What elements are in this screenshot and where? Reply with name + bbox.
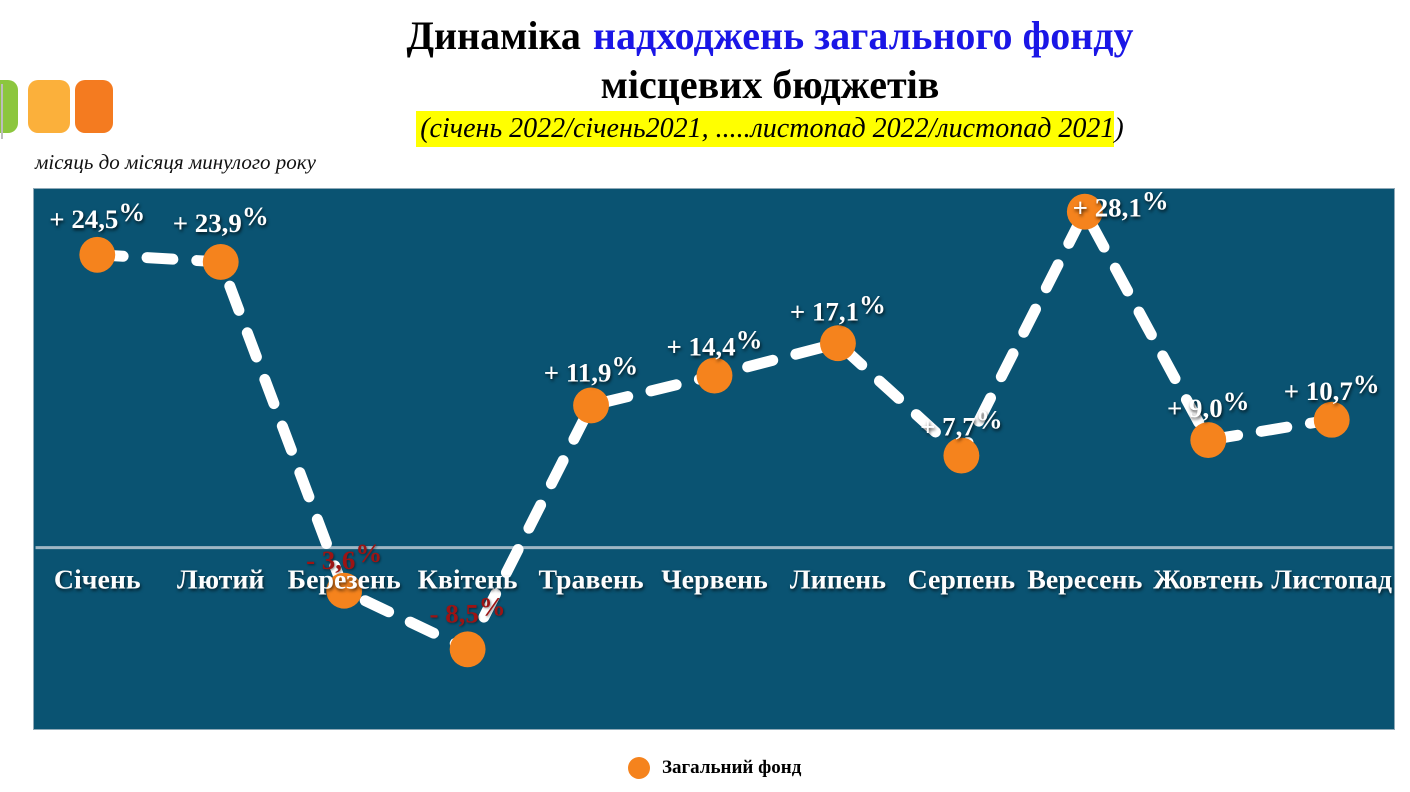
title-line-2: місцевих бюджетів <box>600 62 940 108</box>
data-point-marker <box>1190 422 1227 459</box>
data-point-marker <box>696 357 733 394</box>
data-point-label: - 3,6% <box>306 538 382 575</box>
data-point-marker <box>202 243 239 280</box>
data-point-label: + 17,1% <box>790 289 886 326</box>
data-point-marker <box>1313 401 1350 438</box>
title-part-blue: надходжень загального фонду <box>592 13 1134 58</box>
data-point-marker <box>1066 193 1103 230</box>
data-point-marker <box>79 236 116 273</box>
data-point-label: + 14,4% <box>666 325 762 362</box>
x-axis-label: Березень <box>288 565 401 596</box>
title-part-black: Динаміка <box>406 13 581 58</box>
green-square-icon <box>0 80 18 133</box>
comparison-note: місяць до місяця минулого року <box>35 150 316 174</box>
data-point-label: + 24,5% <box>49 197 145 234</box>
subtitle-highlighted-text: (січень 2022/січень2021, .....листопад 2… <box>416 111 1115 148</box>
slide-corner-decoration <box>0 0 130 150</box>
x-axis-label: Січень <box>54 565 141 596</box>
x-axis-label: Квітень <box>418 565 518 596</box>
orange-square-icon <box>75 80 113 133</box>
chart-canvas: Січень Лютий Березень Квітень Травень Червень… <box>35 189 1393 668</box>
data-point-label: + 7,7% <box>920 405 1003 442</box>
line-chart: Січень Лютий Березень Квітень Травень Червень… <box>33 188 1395 730</box>
x-axis-label: Листопад <box>1271 565 1392 596</box>
data-point-marker <box>326 572 363 609</box>
data-point-label: + 23,9% <box>173 201 269 238</box>
legend-marker-icon <box>628 757 650 779</box>
data-point-marker <box>943 437 980 474</box>
x-axis-label: Червень <box>661 565 768 596</box>
legend-label: Загальний фонд <box>662 757 802 778</box>
data-point-marker <box>449 631 486 668</box>
x-axis-label: Жовтень <box>1153 565 1263 596</box>
x-axis-label: Вересень <box>1027 565 1142 596</box>
x-axis-label: Лютий <box>177 565 265 596</box>
data-point-label: + 9,0% <box>1167 386 1250 423</box>
title-subtitle: (січень 2022/січень2021, .....листопад 2… <box>130 111 1410 148</box>
page-title: Динаміка надходжень загального фонду місц… <box>130 12 1410 148</box>
subtitle-closing-paren: ) <box>1114 113 1124 145</box>
data-point-label: + 28,1% <box>1073 189 1169 223</box>
data-point-label: + 11,9% <box>544 351 639 388</box>
x-axis-label: Липень <box>790 565 886 596</box>
amber-square-icon <box>28 80 70 133</box>
chart-legend: Загальний фонд <box>628 757 801 779</box>
title-line-1: Динаміка надходжень загального фонду <box>130 12 1410 59</box>
data-point-label: - 8,5% <box>430 591 506 628</box>
x-axis-label: Серпень <box>908 565 1016 596</box>
data-point-label: + 10,7% <box>1284 369 1380 406</box>
decoration-divider <box>1 84 3 139</box>
data-point-marker <box>573 387 609 424</box>
data-point-marker <box>820 325 856 362</box>
x-axis-label: Травень <box>538 565 643 596</box>
